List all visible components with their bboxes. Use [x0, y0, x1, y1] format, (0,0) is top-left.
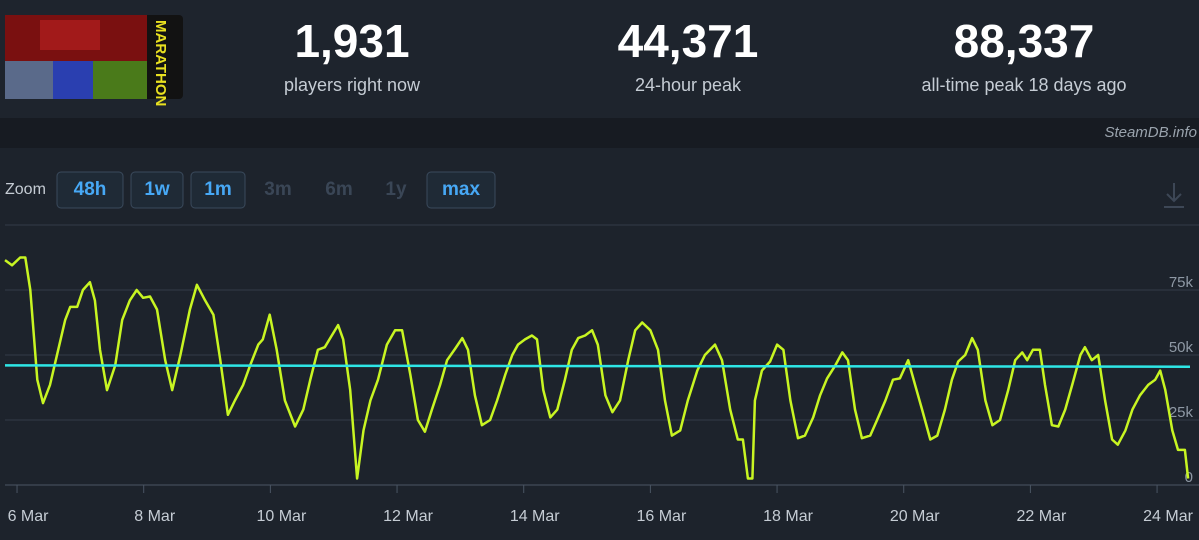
zoom-button[interactable]	[190, 171, 246, 209]
zoom-button[interactable]	[426, 171, 496, 209]
series-line	[4, 364, 1191, 368]
x-tick-label: 22 Mar	[1016, 508, 1066, 525]
download-icon[interactable]	[1164, 183, 1184, 208]
logo-text: MARATHON	[152, 20, 169, 106]
watermark: SteamDB.info	[1104, 124, 1197, 141]
x-tick-label: 6 Mar	[8, 508, 50, 525]
stat-value: 44,371	[618, 15, 759, 67]
y-tick-label: 50k	[1169, 339, 1194, 356]
icon-stroke	[1166, 193, 1182, 203]
logo-art-glow	[40, 20, 100, 50]
stat-label: 24-hour peak	[635, 75, 742, 95]
x-tick-label: 16 Mar	[636, 508, 686, 525]
y-tick-label: 75k	[1169, 274, 1194, 291]
series-line	[4, 256, 1190, 480]
zoom-label: Zoom	[5, 181, 46, 198]
logo-art-blue	[53, 61, 93, 99]
zoom-button-label: 1y	[385, 179, 407, 200]
game-logo: MARATHON	[5, 15, 183, 106]
zoom-button[interactable]	[130, 171, 184, 209]
logo-art-face	[5, 61, 53, 99]
zoom-button-label[interactable]: max	[442, 179, 480, 200]
logo-art-green	[93, 61, 147, 99]
stat-value: 88,337	[954, 15, 1095, 67]
header-bg	[0, 0, 1199, 118]
stat-label: all-time peak 18 days ago	[921, 75, 1126, 95]
y-tick-label: 25k	[1169, 404, 1194, 421]
x-tick-label: 10 Mar	[256, 508, 306, 525]
x-tick-label: 12 Mar	[383, 508, 433, 525]
zoom-button-label[interactable]: 1m	[204, 179, 231, 200]
zoom-button[interactable]	[56, 171, 124, 209]
watermark-bar	[0, 118, 1199, 148]
chart-bg	[0, 148, 1199, 540]
stat-value: 1,931	[294, 15, 409, 67]
x-tick-label: 8 Mar	[134, 508, 176, 525]
zoom-button-label[interactable]: 1w	[144, 179, 170, 200]
zoom-button-label[interactable]: 48h	[74, 179, 107, 200]
stat-label: players right now	[284, 75, 421, 95]
zoom-button-label: 6m	[325, 179, 352, 200]
x-tick-label: 24 Mar	[1143, 508, 1193, 525]
x-tick-label: 18 Mar	[763, 508, 813, 525]
x-tick-label: 14 Mar	[510, 508, 560, 525]
x-tick-label: 20 Mar	[890, 508, 940, 525]
zoom-button-label: 3m	[264, 179, 291, 200]
